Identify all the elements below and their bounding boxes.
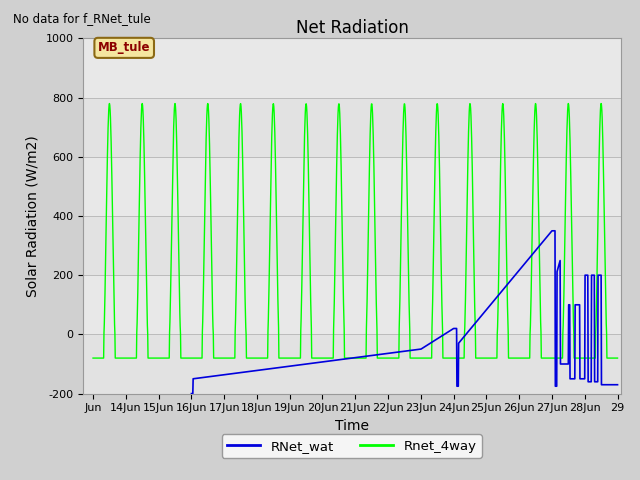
Y-axis label: Solar Radiation (W/m2): Solar Radiation (W/m2) xyxy=(26,135,40,297)
X-axis label: Time: Time xyxy=(335,419,369,433)
Title: Net Radiation: Net Radiation xyxy=(296,19,408,37)
Text: MB_tule: MB_tule xyxy=(98,41,150,54)
Bar xyxy=(83,97,621,157)
Bar xyxy=(83,216,621,275)
Text: No data for f_RNet_tule: No data for f_RNet_tule xyxy=(13,12,150,25)
Bar xyxy=(83,335,621,394)
Legend: RNet_wat, Rnet_4way: RNet_wat, Rnet_4way xyxy=(222,434,482,458)
